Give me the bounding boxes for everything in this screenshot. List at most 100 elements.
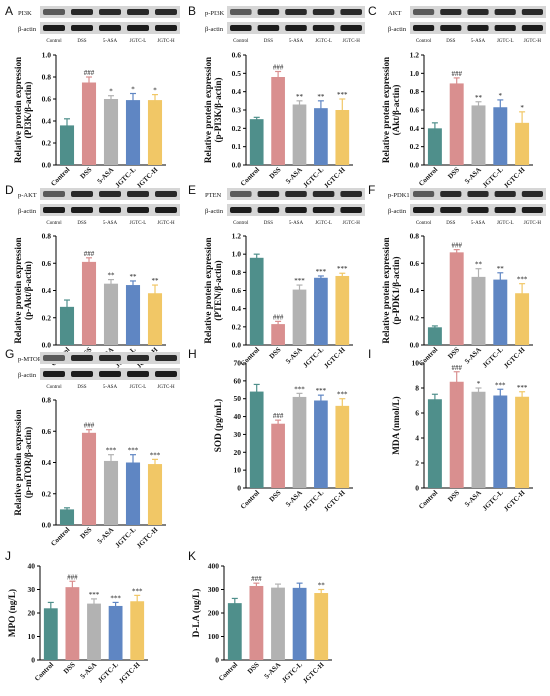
panel-letter: I: [368, 347, 371, 361]
bar-jgtc-h: [335, 405, 350, 488]
significance-mark: ###: [84, 422, 95, 430]
category-label: JGTC-L: [302, 346, 326, 370]
bar-jgtc-h: [147, 464, 163, 525]
bar-jgtc-l: [493, 107, 508, 165]
blot-band: [440, 9, 462, 15]
y-tick-label: 0.5: [232, 69, 242, 78]
y-tick-label: 0.0: [410, 341, 420, 350]
y-axis-label: (Akt/β-actin): [391, 85, 401, 136]
significance-mark: ###: [67, 573, 78, 581]
blot-band: [521, 191, 543, 197]
bar-jgtc-l: [292, 587, 307, 660]
blot-band: [312, 191, 335, 197]
panel-h: H 0 10 20 30 40 50 60 70 SOD (pg/mL) Control ### DSS…: [188, 347, 353, 513]
blot-label: β-actin: [18, 372, 37, 379]
y-tick-label: 8: [415, 384, 419, 393]
blot-lane-label: JGTC-L: [497, 221, 514, 226]
panel-letter: J: [5, 549, 11, 563]
bar-dss: [271, 423, 285, 488]
blot-band: [440, 191, 462, 197]
category-label: JGTC-H: [502, 345, 527, 370]
bar-jgtc-l: [314, 108, 328, 165]
y-tick-label: 0.0: [42, 161, 52, 170]
blot-band: [230, 207, 252, 213]
blot-lane-label: DSS: [264, 39, 273, 44]
blot-band: [467, 207, 489, 213]
bar-5-asa: [292, 289, 307, 345]
y-axis-label: Relative protein expression: [203, 237, 213, 343]
significance-mark: **: [296, 93, 304, 101]
significance-mark: *: [520, 104, 524, 112]
blot-band: [99, 355, 121, 361]
significance-mark: ###: [451, 70, 462, 78]
blot-band: [257, 25, 280, 31]
y-tick-label: 1.0: [42, 51, 52, 60]
bar-5-asa: [471, 105, 486, 165]
y-axis-label: SOD (pg/mL): [213, 399, 223, 452]
blot-label: β-actin: [205, 208, 224, 215]
significance-mark: ###: [273, 64, 284, 72]
y-tick-label: 0.8: [42, 396, 52, 405]
blot-lane-label: Control: [416, 221, 432, 226]
category-label: JGTC-L: [280, 661, 304, 685]
category-label: 5-ASA: [96, 166, 116, 186]
bar-jgtc-h: [515, 122, 530, 165]
y-tick-label: 0.0: [232, 161, 242, 170]
blot-band: [285, 25, 307, 31]
blot-band: [43, 25, 65, 31]
category-label: Control: [239, 166, 261, 188]
bar-jgtc-l: [125, 285, 141, 345]
y-axis-label: (PI3K/β-actin): [23, 82, 33, 139]
blot-label: p-MTOR: [18, 356, 43, 363]
category-label: JGTC-H: [135, 165, 160, 190]
category-label: 5-ASA: [263, 661, 283, 681]
panel-letter: E: [188, 183, 196, 197]
blot-band: [440, 207, 462, 213]
blot-lane-label: JGTC-L: [315, 39, 332, 44]
blot-band: [285, 9, 307, 15]
blot-label: β-actin: [388, 26, 407, 33]
blot-lane-label: DSS: [77, 39, 86, 44]
blot-band: [43, 207, 65, 213]
significance-mark: ***: [89, 591, 100, 599]
blot-label: AKT: [388, 10, 401, 17]
category-label: JGTC-H: [502, 488, 527, 513]
bar-5-asa: [292, 396, 307, 488]
y-tick-label: 0.0: [410, 161, 420, 170]
bar-dss: [81, 82, 97, 165]
blot-label: PI3K: [18, 10, 32, 17]
bar-control: [427, 327, 442, 345]
category-label: JGTC-L: [481, 166, 505, 190]
y-axis-label: Relative protein expression: [381, 237, 391, 343]
significance-mark: **: [317, 93, 325, 101]
blot-band: [43, 355, 65, 361]
blot-lane-label: JGTC-L: [130, 39, 147, 44]
blot-lane-label: JGTC-H: [524, 221, 542, 226]
blot-lane-label: Control: [46, 39, 62, 44]
significance-mark: ***: [316, 387, 327, 395]
category-label: 5-ASA: [463, 489, 483, 509]
y-tick-label: 0.2: [42, 489, 52, 498]
blot-band: [285, 207, 307, 213]
bar-control: [227, 603, 242, 660]
category-label: 5-ASA: [284, 166, 304, 186]
y-tick-label: 30: [234, 430, 242, 439]
y-tick-label: 0.2: [42, 313, 52, 322]
blot-lane-label: 5-ASA: [471, 221, 486, 226]
category-label: DSS: [79, 526, 94, 541]
y-axis-label: (p-PDK1/β-actin): [391, 256, 401, 324]
significance-mark: ###: [451, 242, 462, 250]
panel-letter: C: [368, 4, 377, 18]
significance-mark: *: [477, 380, 481, 388]
y-tick-label: 0: [237, 484, 241, 493]
category-label: DSS: [268, 346, 283, 361]
bar-5-asa: [471, 391, 486, 488]
significance-mark: ***: [294, 277, 305, 285]
bar-control: [43, 608, 58, 660]
blot-lane-label: JGTC-L: [130, 385, 147, 390]
significance-mark: **: [497, 265, 505, 273]
blot-band: [494, 25, 516, 31]
y-axis-label: (p-PI3K/β-actin): [213, 77, 223, 142]
blot-band: [71, 355, 93, 361]
